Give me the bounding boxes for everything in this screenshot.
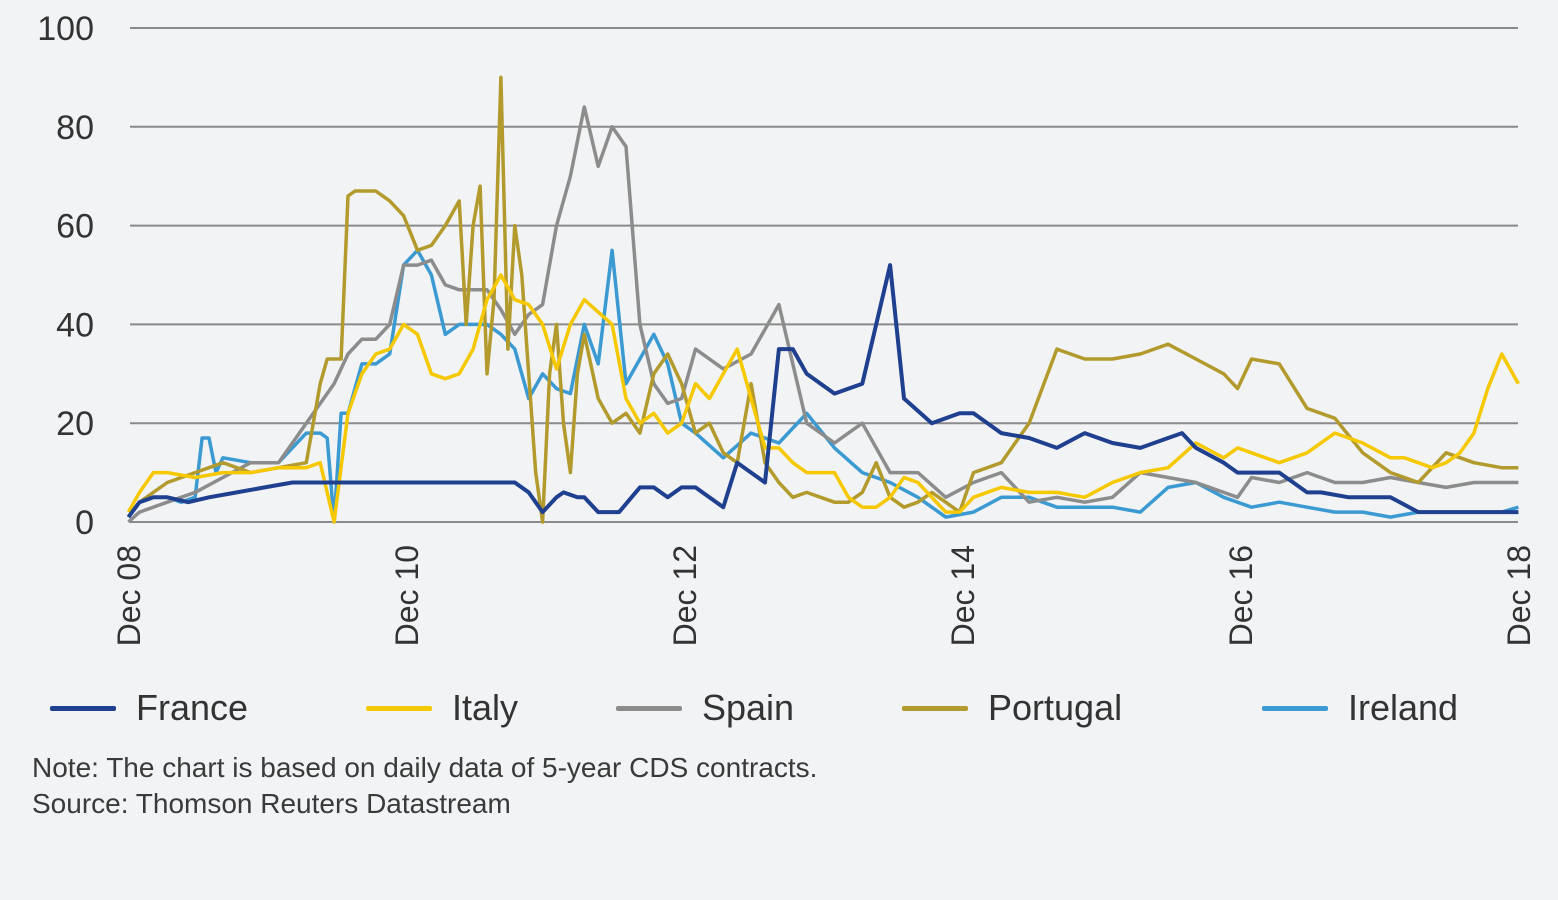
- legend-label-portugal: Portugal: [988, 687, 1123, 728]
- x-tick-label: Dec 16: [1223, 545, 1259, 646]
- series-lines: [126, 75, 1520, 524]
- series-line-france: [126, 263, 1519, 519]
- chart-notes: Note: The chart is based on daily data o…: [32, 750, 817, 822]
- legend-swatch-portugal: [902, 705, 968, 711]
- x-axis-tick-labels: Dec 08 Dec 10 Dec 12 Dec 14 Dec 16 Dec 18: [111, 545, 1537, 646]
- series-line-portugal: [126, 75, 1519, 524]
- y-tick-label: 20: [56, 405, 94, 443]
- y-tick-label: 100: [37, 10, 94, 48]
- x-tick-label: Dec 08: [111, 545, 147, 646]
- x-tick-label: Dec 18: [1501, 545, 1537, 646]
- legend-label-spain: Spain: [702, 687, 795, 728]
- gridlines: [130, 27, 1518, 523]
- y-tick-label: 0: [75, 504, 94, 542]
- x-tick-label: Dec 12: [667, 545, 703, 646]
- x-tick-label: Dec 10: [389, 545, 425, 646]
- legend-swatch-spain: [616, 705, 682, 711]
- legend-item-ireland: Ireland: [1262, 680, 1458, 736]
- legend-label-italy: Italy: [452, 687, 519, 728]
- series-line-spain: [127, 105, 1519, 524]
- y-axis-tick-labels: 0 20 40 60 80 100: [37, 10, 94, 542]
- legend: France Italy Spain Portugal Ireland: [0, 680, 1558, 736]
- legend-item-france: France: [50, 680, 248, 736]
- series-line-italy: [126, 273, 1520, 524]
- legend-swatch-ireland: [1262, 705, 1328, 711]
- legend-item-portugal: Portugal: [902, 680, 1122, 736]
- source-text: Source: Thomson Reuters Datastream: [32, 788, 511, 819]
- legend-item-italy: Italy: [366, 680, 518, 736]
- y-tick-label: 60: [56, 208, 94, 246]
- legend-item-spain: Spain: [616, 680, 794, 736]
- legend-label-france: France: [136, 687, 249, 728]
- legend-label-ireland: Ireland: [1348, 687, 1459, 728]
- y-tick-label: 80: [56, 109, 94, 147]
- legend-swatch-france: [50, 705, 116, 711]
- legend-swatch-italy: [366, 705, 432, 711]
- note-text: Note: The chart is based on daily data o…: [32, 752, 818, 783]
- x-tick-label: Dec 14: [945, 545, 981, 646]
- y-tick-label: 40: [56, 306, 94, 344]
